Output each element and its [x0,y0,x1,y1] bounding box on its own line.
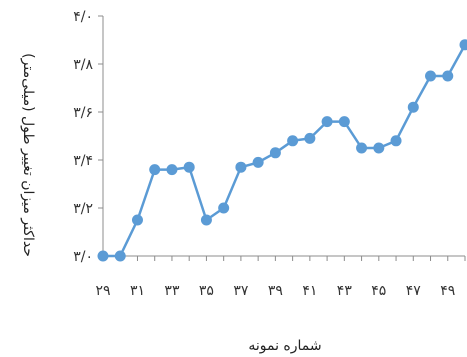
data-point [166,164,178,176]
data-point [459,39,467,51]
x-tick-label: ۴۱ [302,283,317,299]
series-line [103,44,467,258]
y-axis-ticks: ۳/۰ ۳/۲ ۳/۴ ۳/۶ ۳/۸ ۴/۰ [73,9,103,265]
x-tick-label: ۳۱ [130,283,145,299]
data-point [425,70,437,82]
data-point [356,142,368,154]
data-point [338,116,350,128]
x-tick-label: ۳۷ [233,283,249,299]
data-point [442,70,454,82]
data-point [131,214,143,226]
data-point [390,135,402,147]
y-tick-label: ۴/۰ [73,9,93,25]
y-tick-label: ۳/۴ [73,153,93,169]
data-point [252,156,264,168]
y-tick-label: ۳/۰ [73,249,93,265]
x-tick-label: ۲۹ [95,283,110,299]
data-point [287,135,299,147]
data-point [304,132,316,144]
data-point [269,147,281,159]
data-point [97,250,109,262]
y-axis-title: حداکثر میزان تغییر طول (میلی‌متر) [20,53,36,257]
data-point [114,250,126,262]
x-tick-label: ۳۵ [199,283,214,299]
series-layer [97,39,467,262]
data-point [149,164,161,176]
x-tick-label: ۴۹ [440,283,455,299]
x-axis-ticks: ۲۹ ۳۱ ۳۳ ۳۵ ۳۷ ۳۹ ۴۱ ۴۳ ۴۵ ۴۷ ۴۹ [95,256,466,299]
axes [102,16,465,257]
data-point [407,101,419,113]
x-tick-label: ۳۳ [164,283,180,299]
data-point [235,161,247,173]
y-tick-label: ۳/۲ [73,201,93,217]
x-tick-label: ۴۳ [337,283,353,299]
y-tick-label: ۳/۸ [73,57,93,73]
data-point [200,214,212,226]
x-tick-label: ۴۵ [371,283,386,299]
y-tick-label: ۳/۶ [73,105,93,121]
data-point [183,161,195,173]
x-tick-label: ۴۷ [406,283,422,299]
x-tick-label: ۳۹ [268,283,283,299]
x-axis-title: شماره نمونه [248,338,321,354]
data-point [218,202,230,214]
data-point [373,142,385,154]
data-point [321,116,333,128]
